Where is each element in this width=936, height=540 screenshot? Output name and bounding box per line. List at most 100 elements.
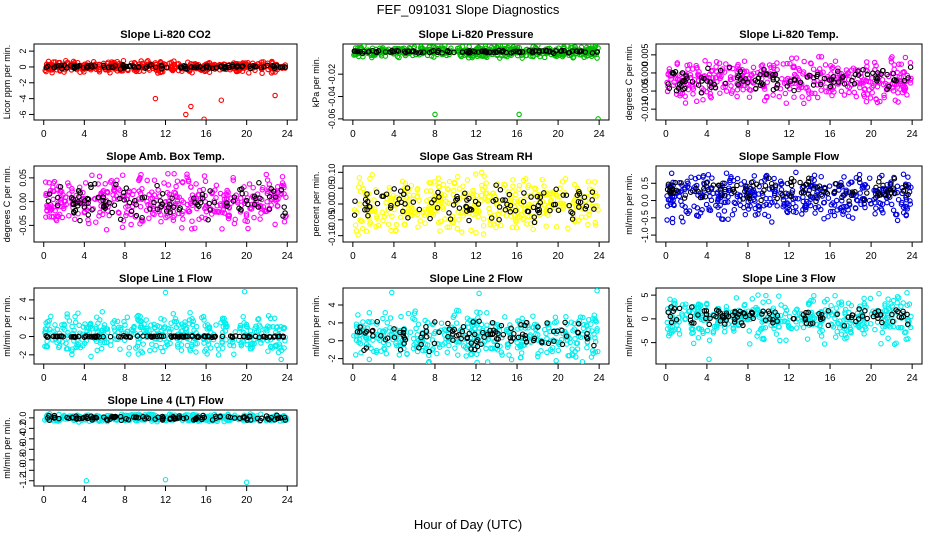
point-subset (140, 333, 146, 339)
point-all (832, 58, 839, 64)
point-subset (89, 64, 95, 70)
point-all (818, 173, 824, 180)
point-all (536, 212, 543, 218)
point-subset (500, 331, 507, 338)
point-subset (705, 65, 711, 72)
point-all (107, 179, 114, 185)
x-tick-label: 0 (350, 251, 356, 262)
point-all (149, 341, 155, 347)
point-subset (401, 340, 407, 347)
point-subset (800, 189, 807, 196)
point-subset (173, 333, 179, 340)
point-all (561, 202, 567, 209)
point-subset (759, 311, 765, 317)
point-subset (128, 208, 135, 215)
point-all (508, 206, 514, 212)
point-all (530, 226, 536, 233)
point-subset (200, 195, 206, 201)
point-subset (907, 64, 914, 70)
point-all (213, 182, 220, 189)
point-subset (576, 204, 582, 210)
point-subset (475, 201, 482, 207)
point-all (50, 59, 57, 65)
point-subset (583, 203, 590, 209)
point-all (451, 187, 457, 194)
point-subset (458, 335, 464, 342)
point-subset (895, 308, 901, 315)
point-all (811, 292, 817, 299)
point-subset (707, 79, 714, 85)
point-all (670, 82, 677, 88)
point-all (856, 171, 863, 178)
x-tick-label: 16 (201, 251, 213, 262)
point-subset (687, 189, 694, 195)
point-all (851, 89, 858, 96)
point-subset (188, 64, 195, 70)
point-all (164, 213, 171, 219)
point-all (483, 345, 489, 352)
point-all (562, 176, 569, 182)
point-subset (176, 334, 182, 340)
chart-title: Slope Line 1 Flow (119, 273, 212, 285)
point-subset (591, 206, 597, 212)
point-subset (58, 333, 65, 339)
point-all (178, 347, 185, 353)
point-all (47, 187, 54, 194)
point-all (583, 214, 589, 220)
point-all (165, 182, 172, 188)
point-all (672, 75, 679, 82)
point-subset (723, 310, 730, 316)
chart-title: Slope Line 3 Flow (743, 273, 836, 285)
point-subset (103, 202, 109, 209)
point-all (731, 206, 738, 213)
point-subset (753, 181, 760, 188)
point-subset (770, 86, 777, 93)
point-all (251, 340, 257, 347)
point-all (805, 300, 812, 306)
point-all (192, 225, 198, 231)
point-subset (57, 184, 64, 190)
point-all (717, 90, 723, 96)
point-all (822, 62, 829, 68)
point-all (144, 198, 150, 205)
y-tick-label: 4 (327, 302, 337, 307)
point-subset (44, 334, 51, 340)
point-subset (810, 185, 817, 191)
point-all (106, 212, 112, 219)
point-all (520, 342, 527, 349)
point-all (196, 192, 202, 198)
point-subset (670, 190, 676, 196)
point-all (502, 314, 508, 320)
point-all (161, 317, 167, 323)
point-all (678, 188, 685, 194)
point-all (484, 359, 491, 364)
point-all (894, 293, 901, 300)
point-subset (93, 333, 99, 340)
point-subset (464, 334, 471, 341)
point-subset (52, 333, 59, 340)
point-subset (280, 334, 287, 340)
point-all (159, 69, 166, 75)
y-axis-label: ml/min per min. (2, 295, 12, 357)
point-all (867, 295, 874, 302)
point-subset (454, 196, 461, 202)
point-all (730, 65, 736, 72)
point-outlier (201, 116, 207, 120)
point-all (231, 220, 238, 227)
point-subset (790, 315, 797, 322)
point-all (764, 93, 770, 100)
point-subset (54, 202, 61, 209)
y-tick-label: -0.10 (327, 225, 337, 246)
point-all (842, 332, 849, 338)
point-all (99, 189, 106, 195)
point-subset (731, 319, 738, 325)
point-subset (258, 64, 265, 71)
point-subset (251, 193, 258, 199)
point-all (814, 195, 820, 202)
point-all (838, 331, 845, 337)
point-all (170, 217, 177, 223)
y-tick-label: 0.00 (18, 193, 28, 211)
point-all (810, 66, 817, 72)
point-subset (72, 333, 78, 340)
